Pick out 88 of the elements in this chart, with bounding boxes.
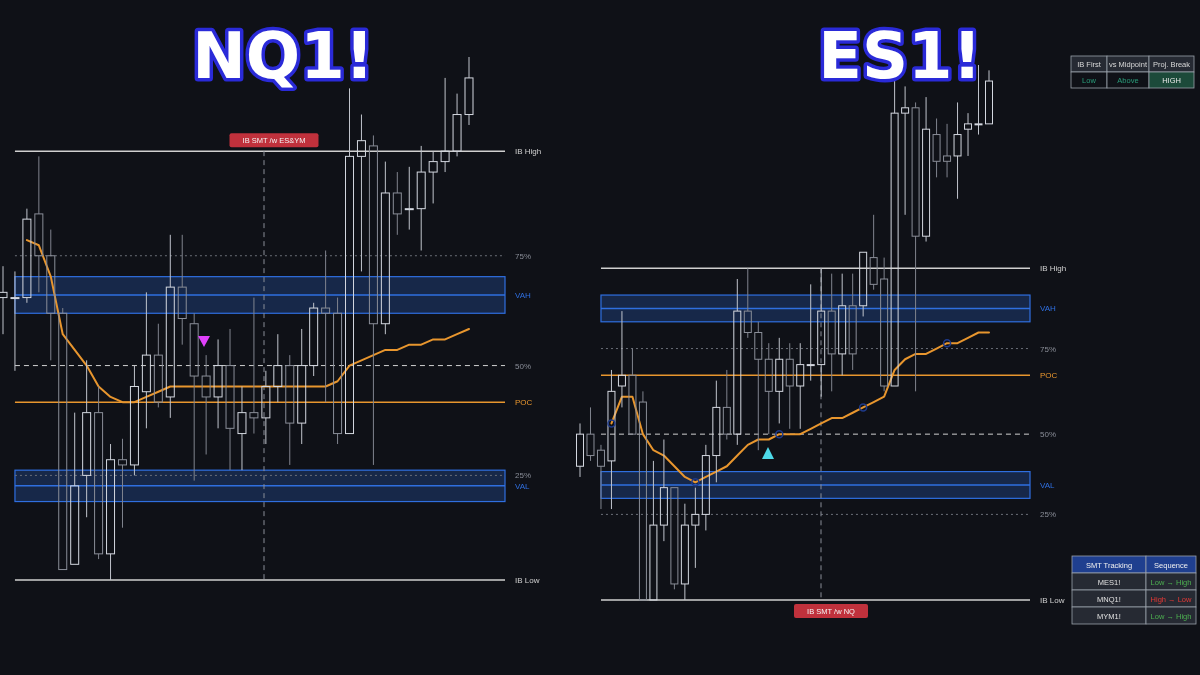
candlestick (452, 93, 462, 157)
band-label: VAH (1040, 304, 1057, 314)
text: 50% (1040, 430, 1057, 440)
chart-title: ES1! (818, 19, 982, 93)
candlestick (428, 150, 438, 204)
candlestick (46, 229, 56, 361)
text: 25% (1040, 510, 1057, 520)
ref-line-label: IB Low (1040, 596, 1065, 605)
candlestick (586, 406, 595, 462)
candlestick (392, 171, 402, 236)
point (942, 338, 952, 348)
candlestick (869, 214, 878, 291)
candlestick (722, 369, 731, 440)
candlestick (775, 337, 784, 424)
candlestick (416, 145, 426, 252)
candlestick (953, 101, 962, 200)
candlestick (911, 101, 920, 392)
candlestick (261, 370, 271, 445)
candlestick (596, 444, 605, 510)
candlestick (321, 250, 331, 403)
point (775, 429, 784, 439)
point (858, 403, 868, 412)
candlestick (201, 354, 211, 455)
candlestick (22, 208, 32, 304)
candlestick (249, 297, 259, 435)
candlestick (106, 443, 116, 581)
candlestick (237, 385, 247, 471)
candlestick (785, 342, 794, 430)
candlestick (165, 234, 175, 419)
candlestick (141, 291, 151, 429)
candlestick (680, 503, 689, 601)
candlestick (333, 297, 343, 445)
ref-line-label: POC (1040, 371, 1058, 381)
candlestick (368, 134, 378, 466)
ref-line-label: IB Low (515, 576, 540, 585)
text: 75% (515, 251, 532, 261)
candlestick (34, 155, 44, 293)
candlestick (189, 312, 199, 482)
candlestick (796, 342, 805, 430)
candlestick (701, 444, 710, 531)
candlestick (691, 487, 700, 569)
candlestick (380, 161, 390, 335)
candlestick (464, 56, 474, 126)
candlestick (10, 270, 20, 372)
candlestick (617, 310, 626, 408)
candlestick (607, 369, 616, 510)
candlestick (733, 278, 742, 446)
candlestick (964, 112, 973, 157)
candlestick (177, 234, 187, 346)
candlestick (827, 273, 836, 392)
candlestick (285, 354, 295, 466)
candlestick (404, 166, 414, 231)
text: 25% (515, 471, 532, 481)
candlestick (712, 380, 721, 483)
candlestick (82, 359, 92, 518)
candlestick (932, 118, 941, 178)
candlestick (576, 422, 584, 478)
candlestick (129, 365, 139, 476)
ref-line-label: IB High (1040, 264, 1067, 274)
ref-line-label: POC (515, 398, 533, 408)
candlestick (943, 123, 952, 178)
candlestick (225, 328, 235, 471)
candlestick (0, 265, 8, 335)
candlestick (743, 267, 752, 339)
candlestick (806, 283, 815, 382)
candlestick (440, 77, 450, 173)
band-label: VAL (1040, 480, 1056, 490)
text: 75% (1040, 344, 1057, 354)
candlestick (117, 438, 127, 529)
candlestick (848, 273, 857, 371)
candlestick (213, 338, 223, 429)
point (607, 419, 616, 428)
band-label: VAL (515, 481, 531, 491)
band-label: VAH (515, 290, 532, 300)
candlestick (880, 257, 889, 392)
candlestick (922, 96, 931, 243)
candlestick (273, 333, 283, 403)
candlestick (356, 114, 366, 272)
ref-line-label: IB High (515, 147, 542, 157)
point (691, 478, 700, 487)
chart-title: NQ1! (192, 19, 374, 93)
candlestick (838, 273, 847, 376)
candlestick (764, 342, 773, 435)
candlestick (659, 439, 668, 542)
candlestick (754, 321, 763, 451)
text: 50% (515, 361, 532, 371)
candlestick (901, 85, 910, 216)
candlestick (297, 328, 307, 445)
